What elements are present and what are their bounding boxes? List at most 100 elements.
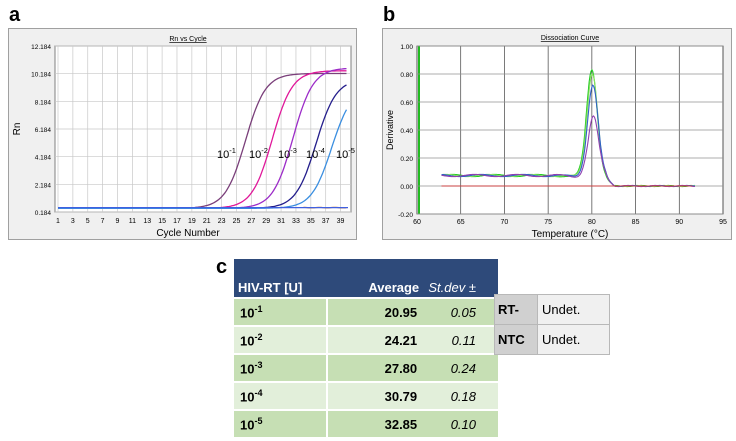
undetected-table: RT- Undet. NTC Undet. [494, 294, 610, 355]
y-tick-label: 0.20 [400, 156, 413, 163]
table-row: 10-3 27.80 0.24 [234, 353, 498, 382]
curve-label: 10-3 [278, 146, 297, 161]
cell-hiv-rt-exp: -4 [254, 387, 263, 398]
x-tick-label: 5 [86, 218, 90, 225]
cell-stdev: 0.10 [423, 409, 498, 437]
curve-label-exp: -2 [261, 146, 268, 155]
header-stdev: St.dev ± [423, 259, 498, 298]
cell-hiv-rt-base: 10 [240, 389, 255, 405]
table-row: 10-5 32.85 0.10 [234, 409, 498, 437]
panel-label-c: c [216, 256, 228, 278]
x-tick-label: 29 [262, 218, 270, 225]
curve-label-base: 10 [306, 149, 318, 161]
cell-average: 32.85 [326, 409, 424, 437]
y-axis-label: Derivative [385, 110, 395, 150]
y-tick-label: 0.184 [35, 210, 52, 217]
x-tick-label: 11 [129, 218, 136, 225]
curve-label-base: 10 [336, 149, 348, 161]
y-tick-label: 0.60 [400, 100, 413, 107]
x-tick-label: 17 [173, 218, 181, 225]
cell-average: 20.95 [326, 297, 424, 326]
header-hiv-rt: HIV-RT [U] [234, 259, 327, 298]
y-tick-label: 1.00 [400, 44, 413, 51]
ct-table: HIV-RT [U] Average St.dev ± 10-1 20.95 0.0… [234, 259, 498, 437]
cell-average: 24.21 [326, 325, 424, 354]
side-value: Undet. [537, 294, 610, 325]
cell-hiv-rt-exp: -1 [254, 303, 263, 314]
table-row: 10-4 30.79 0.18 [234, 381, 498, 410]
y-axis-label: Rn [12, 123, 23, 136]
table-row: 10-2 24.21 0.11 [234, 325, 498, 354]
side-row: RT- Undet. [494, 294, 610, 325]
side-value: Undet. [537, 324, 610, 355]
x-tick-label: 60 [413, 219, 421, 226]
x-tick-label: 25 [233, 218, 241, 225]
cell-hiv-rt-base: 10 [240, 305, 255, 321]
chart-title: Dissociation Curve [541, 35, 599, 42]
x-tick-label: 9 [116, 218, 120, 225]
amplification-chart: 1 3 5 7 9 11 13 15 17 19 21 23 25 27 29 31 33 35 37 390.184… [8, 28, 357, 240]
curve-label-base: 10 [249, 149, 261, 161]
y-tick-label: 0.00 [400, 184, 413, 191]
cell-hiv-rt-exp: -5 [254, 415, 263, 426]
x-tick-label: 95 [719, 219, 727, 226]
cell-hiv-rt-base: 10 [240, 333, 255, 349]
x-tick-label: 1 [56, 218, 60, 225]
x-tick-label: 7 [101, 218, 105, 225]
x-tick-label: 3 [71, 218, 75, 225]
dissociation-chart: 60 65 70 75 80 85 90 95 -0.20 0.00 0.20 0.40 0.60 0.8… [382, 28, 732, 240]
curve-label: 10-5 [336, 146, 355, 161]
x-tick-label: 70 [501, 219, 509, 226]
x-tick-label: 13 [143, 218, 151, 225]
y-tick-label: 0.40 [400, 128, 413, 135]
x-tick-label: 15 [158, 218, 166, 225]
y-tick-label: 6.184 [35, 127, 52, 134]
curve-label: 10-1 [217, 146, 236, 161]
cell-hiv-rt-base: 10 [240, 361, 255, 377]
y-tick-label: 10.184 [31, 72, 51, 79]
cell-average: 30.79 [326, 381, 424, 410]
x-tick-label: 33 [292, 218, 300, 225]
panel-label-b: b [383, 4, 396, 26]
cell-hiv-rt: 10-4 [234, 381, 328, 410]
curve-label-exp: -1 [229, 146, 236, 155]
x-axis-label: Cycle Number [156, 228, 220, 239]
cell-hiv-rt: 10-5 [234, 409, 328, 437]
x-tick-label: 75 [544, 219, 552, 226]
cell-stdev: 0.18 [423, 381, 498, 410]
cell-hiv-rt-exp: -3 [254, 359, 263, 370]
curve-label-base: 10 [217, 149, 229, 161]
x-tick-label: 21 [203, 218, 211, 225]
x-tick-label: 90 [675, 219, 683, 226]
cell-hiv-rt: 10-1 [234, 297, 328, 326]
cell-stdev: 0.05 [423, 297, 498, 326]
side-row: NTC Undet. [494, 324, 610, 355]
curve-label: 10-2 [249, 146, 268, 161]
table-row: 10-1 20.95 0.05 [234, 297, 498, 326]
chart-title: Rn vs Cycle [169, 36, 206, 43]
curve-label: 10-4 [306, 146, 325, 161]
x-tick-label: 27 [247, 218, 255, 225]
x-tick-label: 39 [337, 218, 345, 225]
y-tick-label: 12.184 [31, 44, 51, 51]
curve-label-exp: -3 [290, 146, 297, 155]
header-average: Average [326, 259, 424, 298]
cell-stdev: 0.24 [423, 353, 498, 382]
y-tick-label: 0.80 [400, 72, 413, 79]
x-tick-label: 31 [277, 218, 285, 225]
side-key: RT- [494, 294, 538, 325]
y-tick-label: -0.20 [398, 212, 413, 219]
x-tick-label: 35 [307, 218, 315, 225]
cell-stdev: 0.11 [423, 325, 498, 354]
side-key: NTC [494, 324, 538, 355]
x-tick-label: 23 [218, 218, 226, 225]
series-line-10-5 [58, 109, 348, 209]
x-tick-label: 65 [457, 219, 465, 226]
x-tick-label: 80 [588, 219, 596, 226]
cell-hiv-rt: 10-3 [234, 353, 328, 382]
curve-label-base: 10 [278, 149, 290, 161]
cell-hiv-rt: 10-2 [234, 325, 328, 354]
y-tick-label: 4.184 [35, 155, 52, 162]
curve-label-exp: -4 [318, 146, 325, 155]
panel-label-a: a [9, 4, 21, 26]
